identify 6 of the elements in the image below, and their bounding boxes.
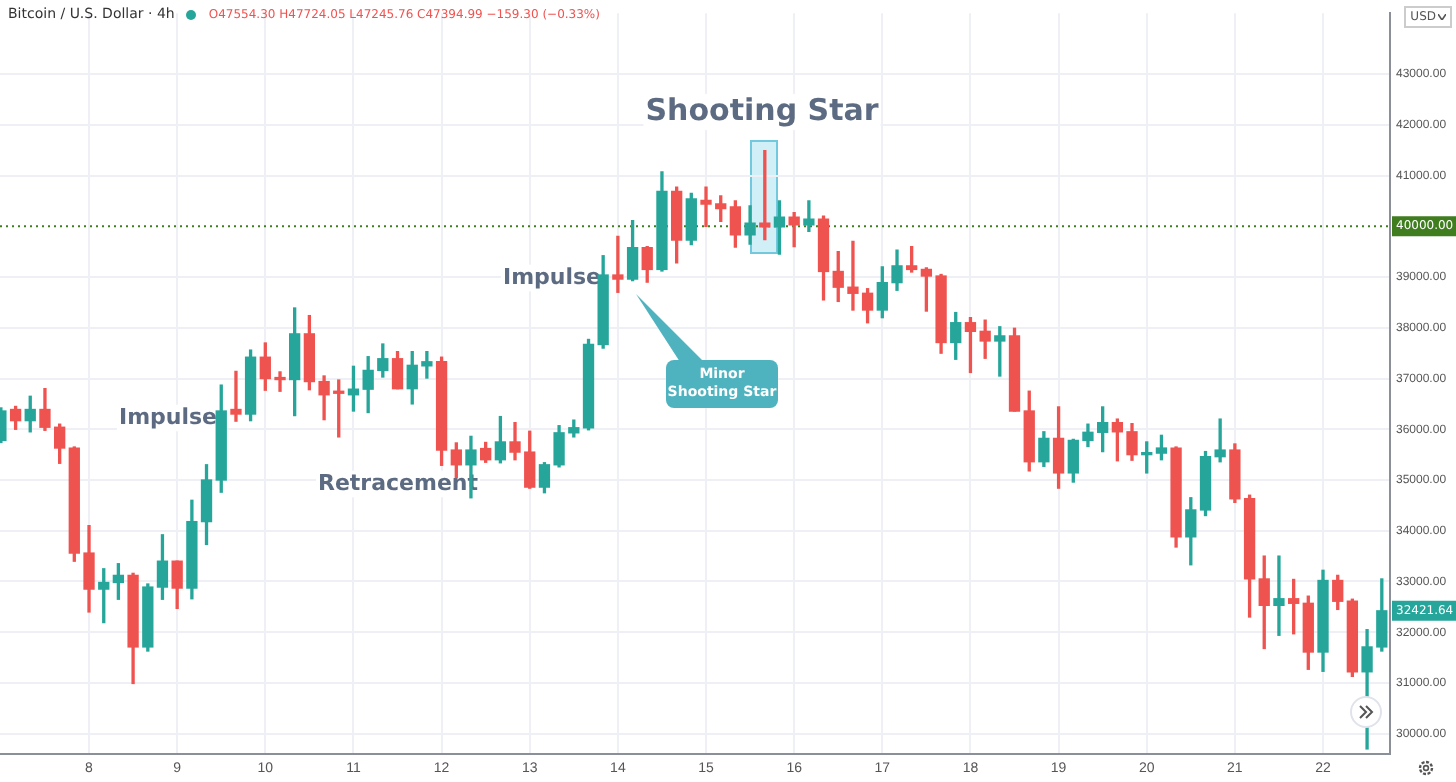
candlestick <box>803 200 815 233</box>
candlestick <box>230 370 242 422</box>
candlestick <box>1273 555 1285 636</box>
annotation: Impulse <box>502 263 602 290</box>
candlestick <box>612 235 624 293</box>
annotation: Shooting Star <box>645 91 880 128</box>
